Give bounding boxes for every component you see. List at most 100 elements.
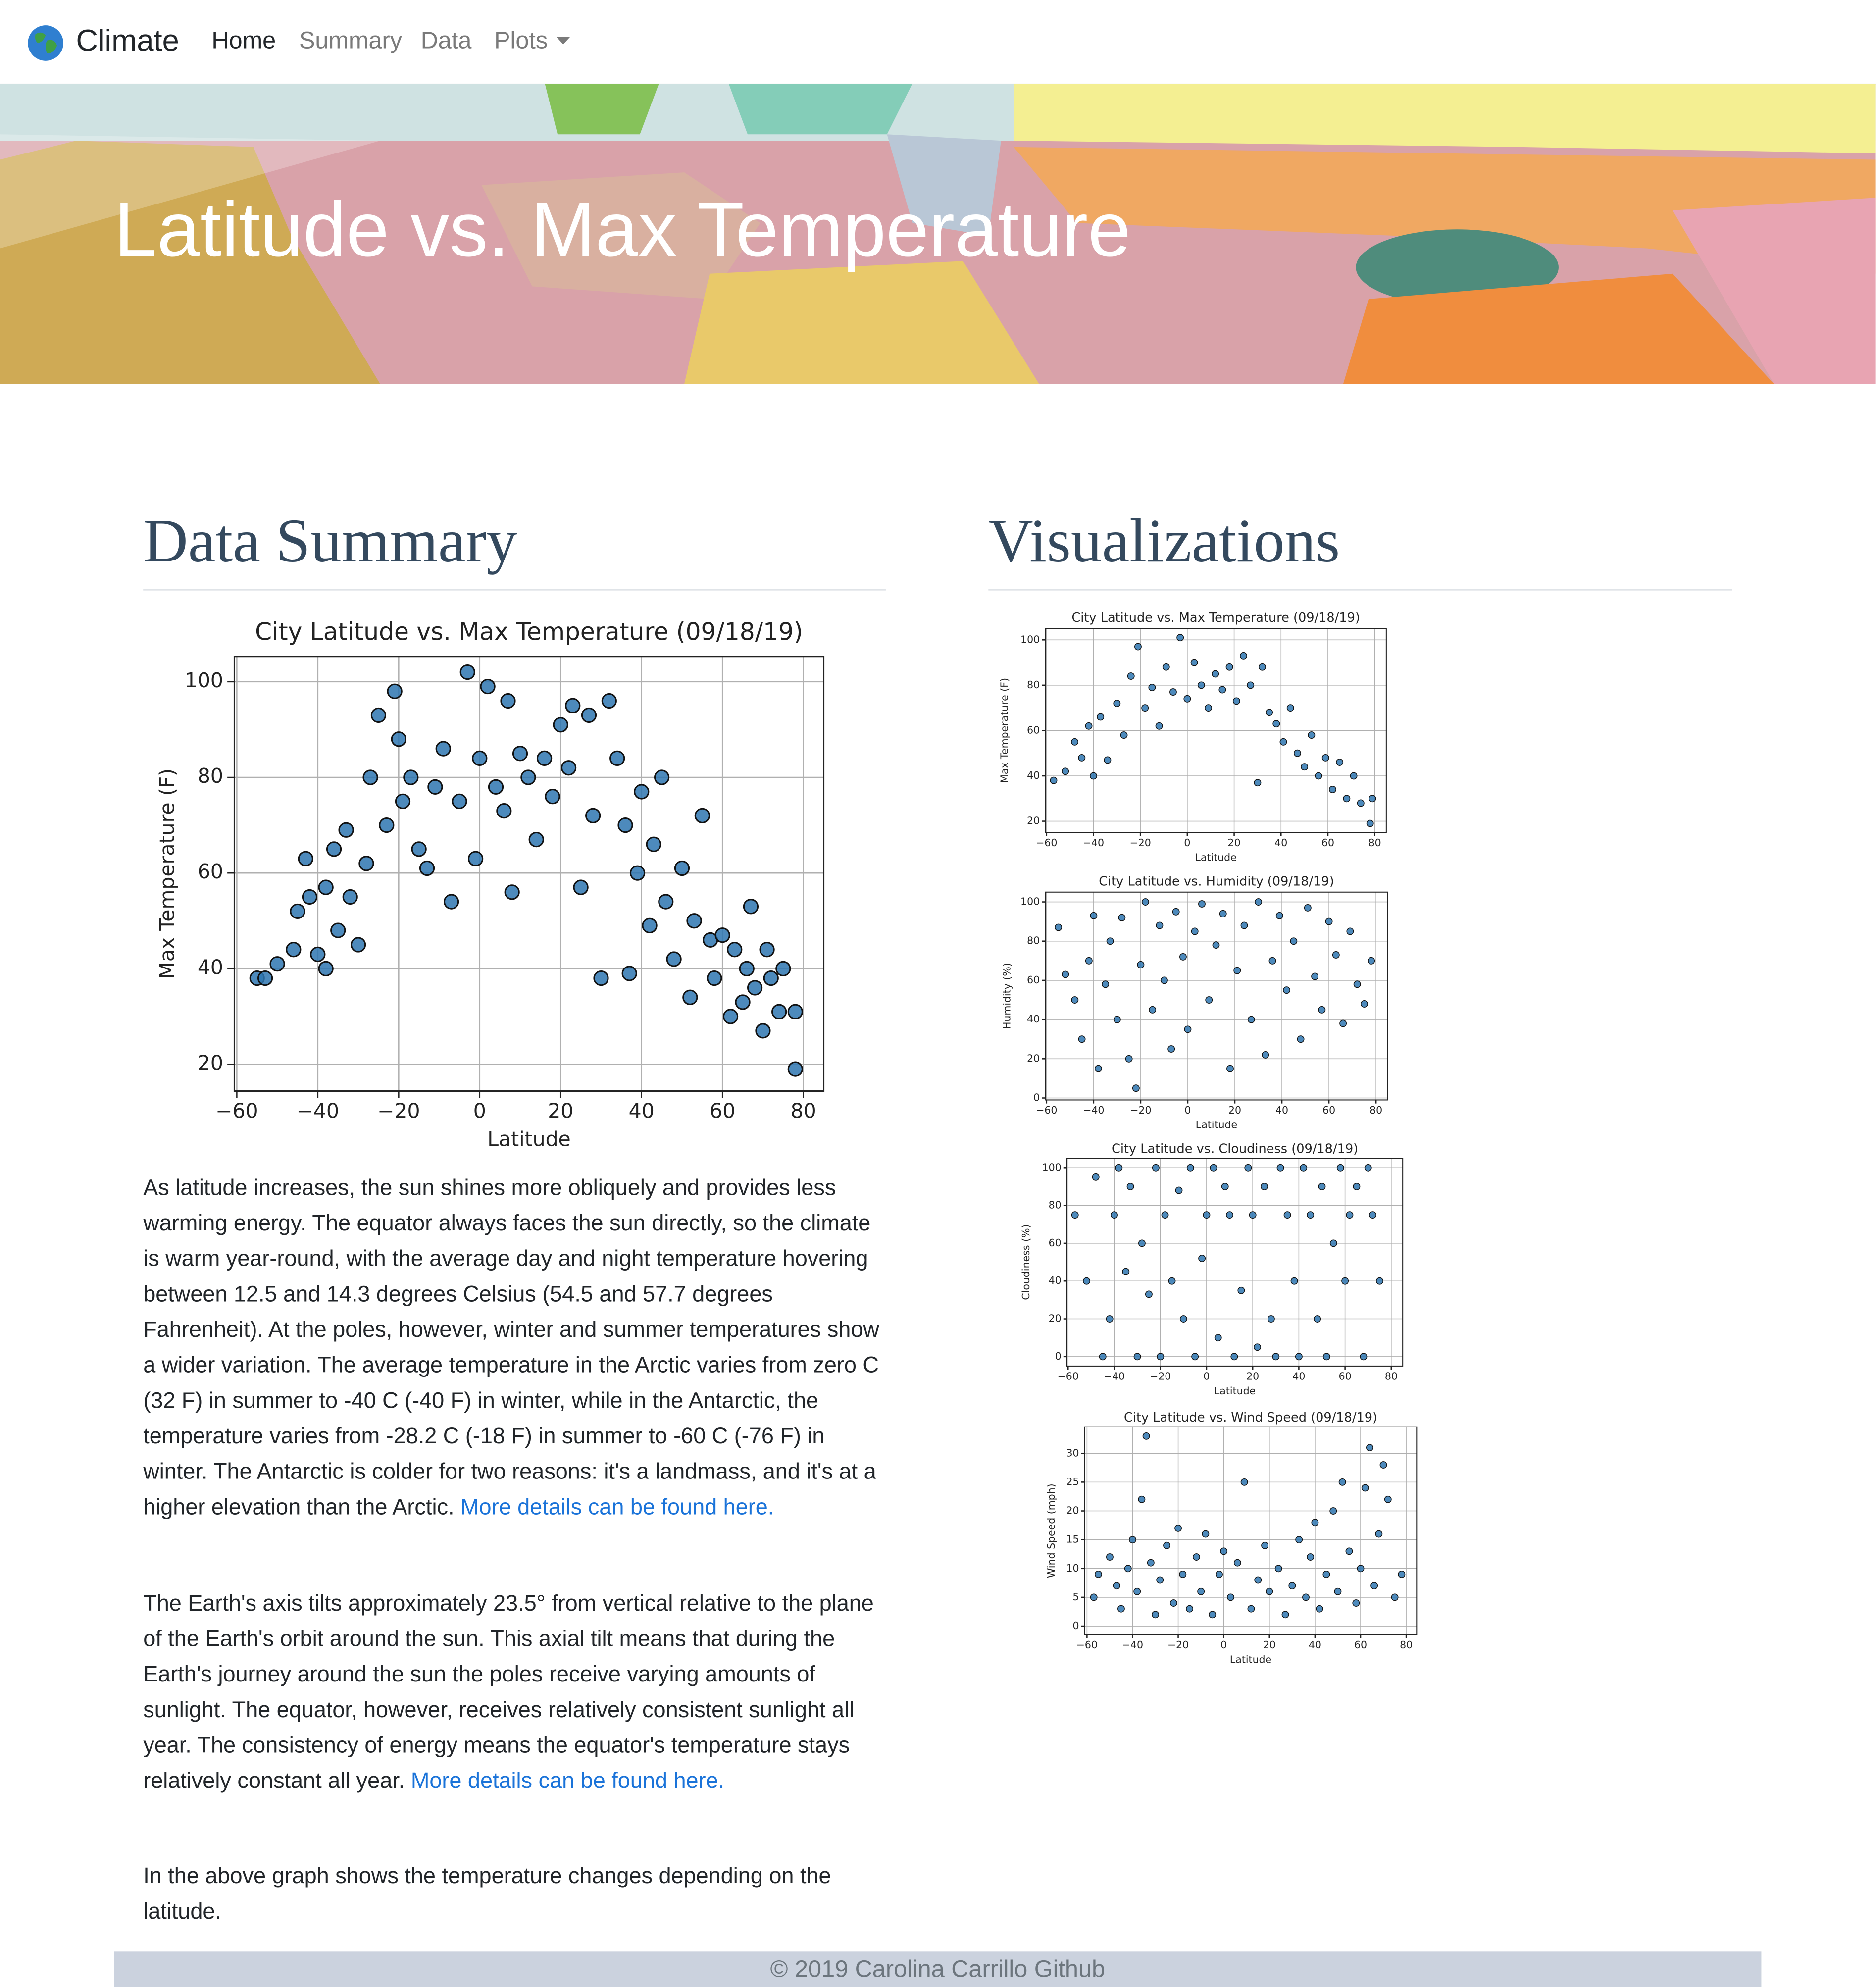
- section-heading: Data Summary: [143, 506, 517, 575]
- data-point: [747, 980, 763, 996]
- data-point: [581, 707, 597, 723]
- data-point: [1141, 898, 1149, 906]
- data-point: [1205, 996, 1213, 1004]
- data-point: [1118, 914, 1126, 921]
- dropdown-caret: [556, 37, 570, 45]
- data-point: [1134, 643, 1142, 651]
- data-point: [1106, 1553, 1114, 1561]
- y-axis-label: Max Temperature (F): [999, 678, 1011, 783]
- nav-dropdown[interactable]: Plots: [494, 28, 548, 55]
- data-point: [472, 750, 488, 766]
- link[interactable]: More details can be found here.: [460, 1494, 774, 1520]
- data-point: [1308, 731, 1316, 739]
- data-point: [1132, 1084, 1140, 1092]
- x-tick-label: −20: [377, 1099, 420, 1123]
- data-point: [1212, 941, 1220, 949]
- x-tick-label: 20: [1263, 1639, 1276, 1651]
- data-point: [395, 793, 411, 809]
- nav-link[interactable]: Data: [420, 28, 472, 55]
- data-point: [427, 779, 443, 795]
- data-point: [1062, 970, 1069, 978]
- data-point: [743, 899, 759, 915]
- data-point: [257, 970, 273, 986]
- data-point: [1237, 1286, 1245, 1294]
- x-tick-label: 0: [473, 1099, 486, 1123]
- data-point: [1179, 1315, 1187, 1323]
- data-point: [722, 1009, 739, 1024]
- y-tick-label: 100: [1020, 633, 1040, 645]
- y-tick-label: 80: [198, 764, 223, 788]
- data-point: [326, 841, 342, 857]
- x-tick-label: −40: [1083, 837, 1104, 849]
- nav-link[interactable]: Summary: [299, 28, 403, 55]
- data-point: [1322, 1353, 1330, 1361]
- data-point: [496, 803, 512, 819]
- data-point: [387, 683, 403, 699]
- data-point: [1341, 1277, 1349, 1285]
- data-point: [1318, 1006, 1326, 1014]
- y-tick-label: 20: [1027, 1052, 1040, 1064]
- section-heading: Visualizations: [988, 506, 1340, 575]
- data-point: [419, 860, 435, 876]
- data-point: [1219, 910, 1227, 917]
- x-tick-label: −40: [1083, 1104, 1104, 1116]
- x-tick-label: 20: [1246, 1370, 1259, 1382]
- data-point: [1329, 786, 1336, 793]
- link[interactable]: More details can be found here.: [410, 1768, 725, 1793]
- divider: [988, 589, 1732, 591]
- y-tick-label: 60: [1049, 1237, 1062, 1249]
- data-point: [1254, 1576, 1262, 1584]
- data-point: [694, 808, 710, 823]
- x-tick-label: −60: [1058, 1370, 1079, 1382]
- data-point: [1124, 1565, 1132, 1573]
- chart-title: City Latitude vs. Cloudiness (09/18/19): [1112, 1141, 1358, 1156]
- data-point: [1244, 1164, 1252, 1172]
- data-point: [714, 927, 730, 943]
- data-point: [1345, 1547, 1353, 1555]
- data-point: [1350, 772, 1358, 780]
- data-point: [480, 678, 496, 695]
- data-point: [573, 879, 589, 895]
- plot-border: [1045, 628, 1387, 833]
- data-point: [1092, 1173, 1100, 1181]
- data-point: [1117, 1605, 1125, 1613]
- y-tick-label: 40: [1027, 769, 1040, 781]
- y-tick-label: 25: [1066, 1476, 1079, 1487]
- data-point: [1218, 686, 1226, 694]
- data-point: [1147, 1559, 1155, 1567]
- data-point: [1197, 1587, 1205, 1595]
- data-point: [1156, 1576, 1164, 1584]
- data-point: [1090, 912, 1098, 919]
- y-axis-label: Cloudiness (%): [1020, 1224, 1032, 1300]
- data-point: [1364, 1164, 1372, 1172]
- data-point: [1272, 1353, 1280, 1361]
- x-tick-label: −20: [1150, 1370, 1171, 1382]
- y-tick-label: 20: [1066, 1505, 1079, 1517]
- data-point: [1361, 1484, 1369, 1492]
- data-point: [775, 961, 791, 976]
- data-point: [1255, 898, 1262, 906]
- data-point: [1174, 1524, 1182, 1532]
- x-tick-label: −20: [1130, 1104, 1151, 1116]
- x-tick-label: 60: [1339, 1370, 1352, 1382]
- data-point: [1202, 1530, 1210, 1538]
- data-point: [1322, 1570, 1330, 1578]
- data-point: [1169, 688, 1177, 696]
- data-point: [1083, 1277, 1090, 1285]
- data-point: [362, 769, 378, 785]
- data-point: [504, 884, 520, 900]
- x-tick-label: 0: [1203, 1370, 1210, 1382]
- data-point: [1247, 681, 1255, 689]
- x-axis-label: Latitude: [1230, 1654, 1271, 1666]
- data-point: [1225, 663, 1233, 671]
- data-point: [1272, 720, 1280, 728]
- y-tick-label: 100: [185, 668, 223, 692]
- data-point: [1360, 1353, 1368, 1361]
- brand[interactable]: Climate: [76, 24, 179, 58]
- x-axis-label: Latitude: [487, 1127, 571, 1151]
- y-axis-label: Max Temperature (F): [155, 768, 179, 979]
- y-tick-label: 80: [1049, 1199, 1062, 1211]
- nav-link[interactable]: Home: [211, 28, 276, 55]
- y-tick-label: 100: [1020, 896, 1040, 908]
